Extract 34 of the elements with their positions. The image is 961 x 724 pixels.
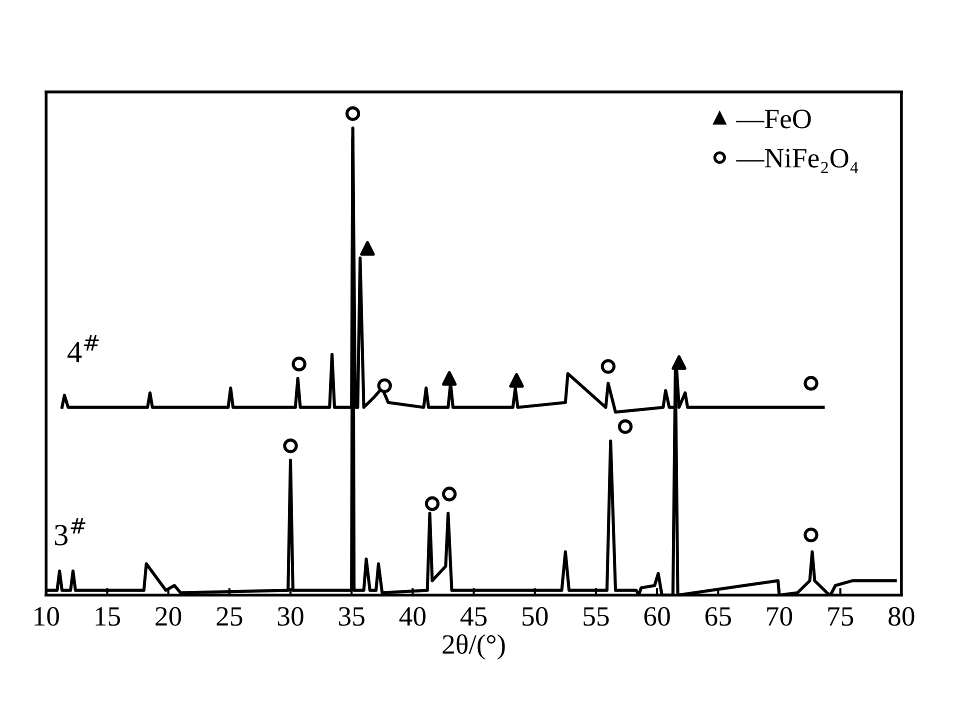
x-tick-label: 50 xyxy=(522,607,548,626)
x-tick-label: 70 xyxy=(767,607,792,626)
x-tick-label: 65 xyxy=(705,607,731,626)
x-tick-label: 35 xyxy=(339,607,364,626)
point xyxy=(442,371,457,386)
x-tick-label: 60 xyxy=(644,607,670,626)
point xyxy=(292,356,306,372)
point xyxy=(424,496,440,511)
x-tick-label: 10 xyxy=(34,607,59,626)
legend-label: —FeO xyxy=(736,110,811,128)
series-label: 3$^{#}$ xyxy=(54,518,86,546)
x-tick-label: 75 xyxy=(828,607,854,626)
x-tick-label: 15 xyxy=(96,607,120,626)
point xyxy=(345,106,360,121)
x-tick-label: 40 xyxy=(399,607,426,626)
point xyxy=(804,376,818,391)
legend-label: —NiFe₂O₄ xyxy=(736,148,858,173)
point xyxy=(283,438,298,454)
x-tick-label: 30 xyxy=(278,607,304,626)
x-axis-title: 2θ/(°) xyxy=(442,634,505,660)
point xyxy=(360,241,375,256)
x-tick-label: 20 xyxy=(156,607,182,626)
point xyxy=(377,378,392,394)
point xyxy=(618,419,633,434)
point xyxy=(600,359,616,374)
point xyxy=(509,373,524,388)
point xyxy=(442,486,457,502)
series-label: 4$^{#}$ xyxy=(67,335,99,362)
x-tick-label: 25 xyxy=(216,607,242,626)
x-tick-label: 55 xyxy=(584,607,609,626)
point xyxy=(672,355,686,370)
x-tick-label: 45 xyxy=(460,607,487,626)
x-tick-label: 80 xyxy=(888,607,914,626)
point xyxy=(804,528,818,542)
